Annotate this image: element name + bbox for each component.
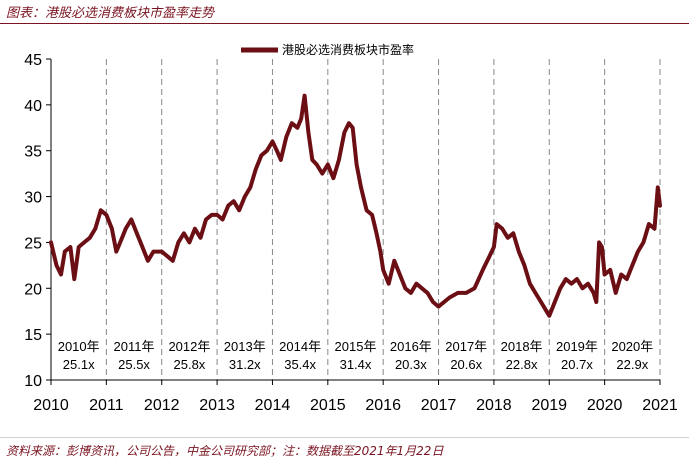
- y-tick-label: 40: [24, 98, 42, 115]
- chart-title: 图表：港股必选消费板块市盈率走势: [6, 6, 215, 21]
- annotation-pe: 25.5x: [118, 357, 150, 372]
- annotation-year: 2014年: [279, 339, 321, 354]
- x-tick-label: 2011: [89, 397, 124, 414]
- annotation-year: 2020年: [611, 339, 653, 354]
- annotation-year: 2012年: [168, 339, 210, 354]
- annotation-pe: 25.1x: [63, 357, 95, 372]
- x-tick-label: 2020: [587, 397, 623, 414]
- x-tick-label: 2016: [365, 397, 401, 414]
- legend-label: 港股必选消费板块市盈率: [282, 42, 414, 57]
- annotation-pe: 25.8x: [174, 357, 206, 372]
- x-tick-label: 2014: [255, 397, 291, 414]
- annotation-pe: 31.2x: [229, 357, 261, 372]
- x-tick-label: 2010: [33, 397, 69, 414]
- source-divider: [0, 437, 689, 438]
- annotation-year: 2015年: [335, 339, 377, 354]
- annotation-year: 2018年: [501, 339, 543, 354]
- title-divider: [0, 23, 689, 24]
- annotation-year: 2010年: [58, 339, 100, 354]
- x-tick-label: 2019: [531, 397, 567, 414]
- annotation-year: 2011年: [114, 339, 155, 354]
- annotation-year: 2016年: [390, 339, 432, 354]
- y-tick-label: 20: [24, 281, 42, 298]
- y-tick-label: 25: [24, 235, 42, 252]
- x-tick-label: 2021: [642, 397, 678, 414]
- y-tick-label: 10: [24, 373, 42, 390]
- source-note: 资料来源：彭博资讯，公司公告，中金公司研究部；注：数据截至2021年1月22日: [6, 444, 444, 458]
- x-tick-label: 2015: [310, 397, 346, 414]
- annotation-year: 2013年: [224, 339, 266, 354]
- annotation-pe: 31.4x: [340, 357, 372, 372]
- x-tick-label: 2013: [199, 397, 235, 414]
- annotation-year: 2017年: [445, 339, 487, 354]
- y-tick-label: 15: [24, 327, 42, 344]
- annotation-pe: 35.4x: [284, 357, 316, 372]
- x-tick-label: 2018: [476, 397, 512, 414]
- annotation-year: 2019年: [556, 339, 598, 354]
- y-tick-label: 35: [24, 144, 42, 161]
- y-tick-label: 30: [24, 190, 42, 207]
- x-tick-label: 2012: [144, 397, 180, 414]
- annotation-pe: 22.9x: [616, 357, 648, 372]
- annotation-pe: 22.8x: [506, 357, 538, 372]
- annotation-pe: 20.7x: [561, 357, 593, 372]
- y-tick-label: 45: [24, 52, 42, 69]
- x-tick-label: 2017: [421, 397, 457, 414]
- annotation-pe: 20.3x: [395, 357, 427, 372]
- annotation-pe: 20.6x: [450, 357, 482, 372]
- pe-series-line: [49, 93, 662, 318]
